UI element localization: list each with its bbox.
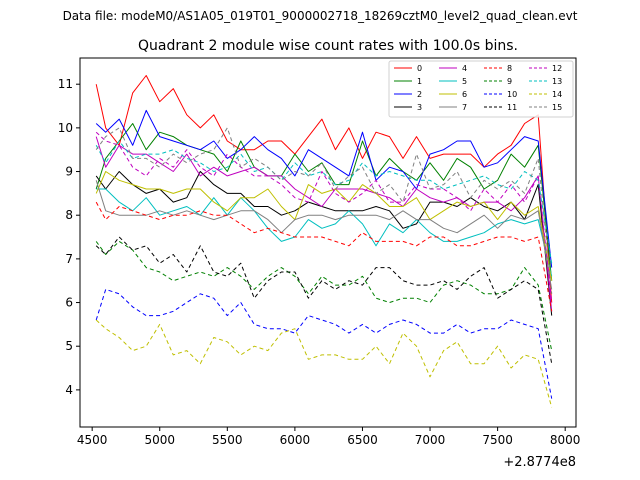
series-line-0 xyxy=(95,75,553,303)
y-tick-label-7: 7 xyxy=(65,252,73,266)
legend-label-9: 9 xyxy=(507,77,512,86)
series-line-13 xyxy=(95,140,553,264)
legend-label-13: 13 xyxy=(552,77,562,86)
x-offset-label: +2.8774e8 xyxy=(503,455,576,470)
x-tick-label-7000: 7000 xyxy=(415,433,446,447)
series-line-2 xyxy=(95,109,553,268)
legend-box xyxy=(388,60,574,118)
x-tick-label-7500: 7500 xyxy=(482,433,513,447)
legend-label-14: 14 xyxy=(552,90,562,99)
y-tick-label-9: 9 xyxy=(65,165,73,179)
plot-series xyxy=(95,75,553,408)
x-tick-label-4500: 4500 xyxy=(77,433,108,447)
axes: 4500 5000 5500 6000 6500 7000 7500 800045678910… xyxy=(58,57,581,447)
data-file-header: Data file: modeM0/AS1A05_019T01_90000027… xyxy=(63,9,578,23)
legend-label-8: 8 xyxy=(507,64,512,73)
legend-label-11: 11 xyxy=(507,103,517,112)
legend-label-0: 0 xyxy=(417,64,422,73)
series-line-15 xyxy=(95,127,553,294)
series-line-8 xyxy=(95,201,553,312)
legend-label-1: 1 xyxy=(417,77,422,86)
series-line-1 xyxy=(95,123,553,281)
y-tick-label-5: 5 xyxy=(65,339,73,353)
legend-label-4: 4 xyxy=(462,64,467,73)
series-line-7 xyxy=(95,180,553,290)
series-line-6 xyxy=(95,171,553,281)
legend-label-7: 7 xyxy=(462,103,467,112)
legend-label-15: 15 xyxy=(552,103,562,112)
plot-frame xyxy=(79,57,577,428)
series-line-14 xyxy=(95,319,553,408)
legend-label-2: 2 xyxy=(417,90,422,99)
series-line-5 xyxy=(96,188,553,277)
legend-label-5: 5 xyxy=(462,77,467,86)
series-line-9 xyxy=(95,240,553,351)
legend-label-10: 10 xyxy=(507,90,517,99)
x-tick-label-6000: 6000 xyxy=(280,433,311,447)
legend-label-6: 6 xyxy=(462,90,467,99)
x-tick-label-6500: 6500 xyxy=(347,433,378,447)
y-tick-label-6: 6 xyxy=(65,296,73,310)
series-line-12 xyxy=(95,131,553,303)
y-tick-label-10: 10 xyxy=(58,121,73,135)
series-line-11 xyxy=(95,236,553,364)
y-tick-label-4: 4 xyxy=(65,383,73,397)
legend-label-3: 3 xyxy=(417,103,422,112)
y-tick-label-8: 8 xyxy=(65,208,73,222)
x-tick-label-8000: 8000 xyxy=(550,433,581,447)
y-tick-label-11: 11 xyxy=(58,77,73,91)
legend-label-12: 12 xyxy=(552,64,562,73)
x-tick-label-5000: 5000 xyxy=(144,433,175,447)
x-tick-label-5500: 5500 xyxy=(212,433,243,447)
chart-title: Quadrant 2 module wise count rates with … xyxy=(138,38,518,54)
